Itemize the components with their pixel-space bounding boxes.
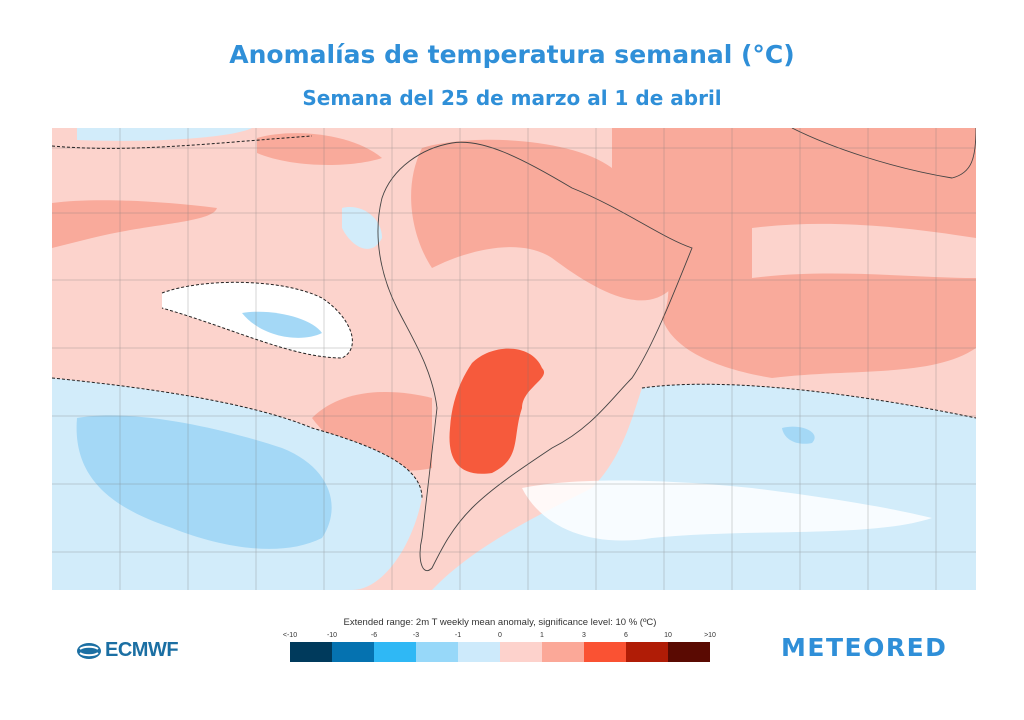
legend-color-swatch bbox=[500, 642, 542, 662]
legend-tick-label: <-10 bbox=[282, 632, 298, 639]
legend-tick-label: -6 bbox=[370, 632, 378, 639]
anomaly-region-south-pacific bbox=[312, 392, 432, 471]
ecmwf-emblem-icon bbox=[77, 642, 101, 659]
page-subtitle: Semana del 25 de marzo al 1 de abril bbox=[302, 86, 722, 110]
north-america-outline bbox=[791, 128, 976, 179]
cold-region-top-left bbox=[77, 128, 252, 141]
warm-core-argentina-paraguay bbox=[449, 348, 545, 474]
legend-ticks: <-10 -10 -6 -3 -1 0 1 3 6 10 >10 bbox=[283, 632, 716, 642]
anomaly-region-atlantic-light bbox=[752, 223, 976, 278]
legend-tick-label: 6 bbox=[624, 632, 628, 639]
cold-region-peru-coast bbox=[342, 207, 382, 249]
page-title: Anomalías de temperatura semanal (°C) bbox=[229, 40, 795, 69]
neutral-region-south bbox=[522, 480, 932, 541]
legend-color-swatch bbox=[290, 642, 332, 662]
legend-color-swatch bbox=[626, 642, 668, 662]
legend-colorbar bbox=[290, 642, 710, 662]
legend-caption: Extended range: 2m T weekly mean anomaly… bbox=[343, 617, 657, 628]
legend-tick-label: >10 bbox=[704, 632, 716, 639]
legend-color-swatch bbox=[332, 642, 374, 662]
temperature-anomaly-map bbox=[52, 128, 976, 590]
legend-tick-label: 3 bbox=[582, 632, 586, 639]
south-america-outline bbox=[377, 141, 693, 571]
legend-tick-label: 10 bbox=[664, 632, 672, 639]
legend-tick-label: -3 bbox=[412, 632, 420, 639]
meteored-logo: METEORED bbox=[781, 633, 948, 662]
legend-tick-label: -10 bbox=[326, 632, 338, 639]
legend-color-swatch bbox=[458, 642, 500, 662]
cold-core-south-pacific bbox=[76, 415, 332, 549]
legend-color-swatch bbox=[416, 642, 458, 662]
legend-tick-label: 0 bbox=[498, 632, 502, 639]
anomaly-region-north-pacific bbox=[52, 200, 217, 248]
cold-core-south-atlantic bbox=[782, 426, 815, 444]
legend-color-swatch bbox=[374, 642, 416, 662]
legend-color-swatch bbox=[668, 642, 710, 662]
legend-tick-label: 1 bbox=[540, 632, 544, 639]
ecmwf-logo: ECMWF bbox=[76, 639, 179, 662]
anomaly-region-pacific-top bbox=[257, 133, 382, 165]
legend-color-swatch bbox=[584, 642, 626, 662]
legend-color-swatch bbox=[542, 642, 584, 662]
significance-contours bbox=[52, 135, 976, 499]
cold-core-east-pacific bbox=[242, 311, 322, 338]
anomaly-region-brazil bbox=[411, 139, 674, 301]
legend-tick-label: -1 bbox=[454, 632, 462, 639]
ecmwf-logo-text: ECMWF bbox=[105, 639, 179, 661]
graticule bbox=[52, 128, 976, 590]
